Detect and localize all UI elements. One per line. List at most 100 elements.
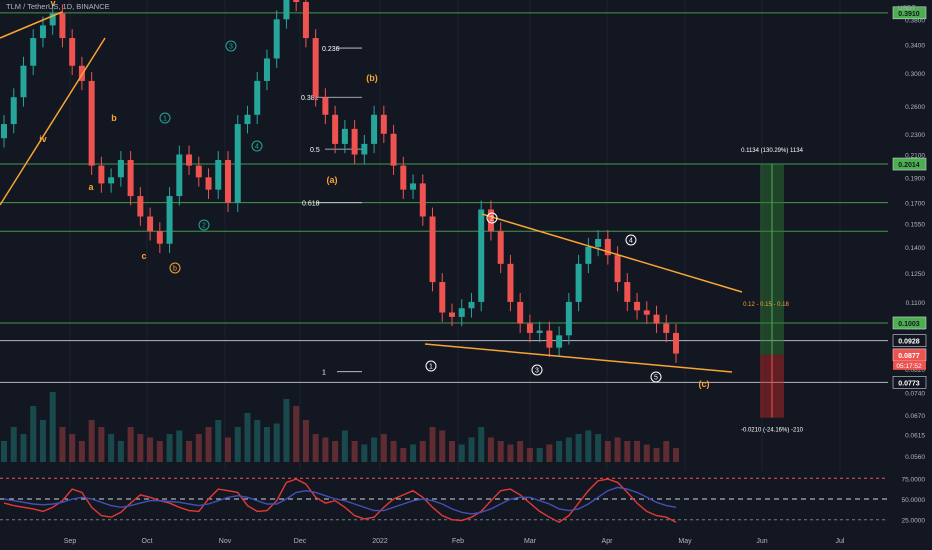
candle-body [643, 310, 650, 315]
candle-body [634, 301, 641, 311]
volume-bar [595, 434, 602, 462]
candle-body [166, 196, 173, 244]
candle-body [361, 143, 368, 155]
volume-bar [400, 448, 407, 462]
price-tick-label: 0.1400 [905, 245, 925, 252]
time-tick-label: Jun [756, 538, 767, 545]
time-tick-label: Feb [452, 538, 464, 545]
volume-bar [273, 423, 280, 462]
volume-bar [410, 444, 417, 462]
price-tick-label: 0.2300 [905, 132, 925, 139]
candle-body [614, 255, 621, 283]
volume-bars [1, 392, 679, 462]
volume-bar [517, 441, 524, 462]
candle-body [351, 128, 358, 155]
price-tick-label: 0.2100 [905, 153, 925, 160]
volume-bar [536, 448, 543, 462]
wave-label: 4 [255, 144, 259, 151]
candle-body [49, 13, 56, 26]
price-tick-label: 0.1700 [905, 201, 925, 208]
price-badge [892, 6, 927, 20]
candle-body [419, 183, 426, 217]
volume-bar [186, 441, 193, 462]
volume-bar [585, 430, 592, 462]
countdown-badge [893, 360, 926, 370]
price-tick-label: 0.3400 [905, 43, 925, 50]
currency-label: USDT [898, 5, 916, 12]
candle-body [517, 301, 524, 324]
elliott-wave-drawings[interactable]: a b c v iv (a) (b) (c) b 1 2 3 4 1 2 3 4 5 [0, 0, 743, 389]
time-tick-label: Jul [836, 538, 845, 545]
price-badge [892, 316, 927, 330]
candle-body [137, 196, 144, 217]
gain-label: 0.1134 (130.29%) 1134 [741, 148, 803, 154]
candle-body [147, 216, 154, 232]
volume-bar [127, 427, 134, 462]
volume-bar [634, 441, 641, 462]
targets-label: 0.12 - 0.15 - 0.18 [743, 302, 789, 308]
vertical-gridlines [69, 0, 841, 530]
time-axis[interactable]: Sep Oct Nov Dec 2022 Feb Mar Apr May Jun Jul [64, 538, 845, 545]
candle-body [429, 216, 436, 283]
wave-label: b [111, 113, 117, 123]
volume-bar [643, 444, 650, 462]
wave-label: 1 [163, 116, 167, 123]
candle-body [458, 308, 465, 317]
wave-label: 5 [654, 375, 658, 382]
price-axis[interactable]: 0.4200 0.3800 0.3400 0.3000 0.2600 0.2300 0.21… [888, 0, 932, 530]
volume-bar [322, 437, 329, 462]
volume-bar [526, 448, 533, 462]
wave-label: c [141, 251, 146, 261]
volume-bar [205, 427, 212, 462]
volume-bar [487, 437, 494, 462]
volume-bar [604, 441, 611, 462]
volume-bar [497, 441, 504, 462]
candle-body [273, 19, 280, 59]
candle-body [487, 209, 494, 232]
time-tick-label: Mar [524, 538, 537, 545]
volume-bar [283, 399, 290, 462]
volume-bar [49, 392, 56, 462]
rsi-tick-label: 25.0000 [902, 518, 926, 525]
price-badge [892, 157, 927, 171]
rsi-tick-label: 75.0000 [902, 476, 926, 483]
volume-bar [137, 434, 144, 462]
candle-body [536, 330, 543, 333]
volume-bar [449, 441, 455, 462]
price-tick-label: 0.0740 [905, 390, 925, 397]
wave-label: (b) [366, 73, 378, 83]
volume-bar [624, 441, 631, 462]
volume-bar [546, 444, 553, 462]
fib-level-label: 0.236 [322, 46, 340, 53]
candle-body [108, 177, 115, 184]
price-badge [892, 334, 927, 347]
wave-circle-marker [650, 371, 662, 383]
time-tick-label: May [678, 538, 692, 545]
candle-body [156, 231, 163, 244]
candle-body [88, 80, 95, 166]
wave-label: 2 [490, 216, 494, 223]
price-axis-background [888, 0, 932, 530]
wedge-lower-line [424, 343, 733, 373]
volume-bar [429, 427, 436, 462]
candle-body [117, 160, 124, 178]
candle-body [478, 209, 485, 302]
wave-circle-marker [198, 219, 210, 231]
loss-label: -0.0210 (-24.16%) -210 [741, 428, 804, 434]
wave-label: b [173, 266, 177, 273]
price-tick-label: 0.1550 [905, 222, 925, 229]
candle-body [565, 301, 572, 336]
wave-circle-marker [625, 234, 637, 246]
volume-bar [195, 434, 202, 462]
candle-body [59, 13, 66, 39]
price-tick-label: 0.2600 [905, 104, 925, 111]
wave-label: 4 [629, 238, 633, 245]
wave-label: (a) [327, 175, 338, 185]
wave-circle-marker [251, 140, 263, 152]
time-tick-label: Nov [219, 538, 232, 545]
long-position-tool[interactable]: 0.1134 (130.29%) 1134 -0.0210 (-24.16%) -… [741, 148, 804, 434]
candle-body [39, 25, 46, 39]
price-badge-label: 0.0877 [898, 353, 920, 360]
